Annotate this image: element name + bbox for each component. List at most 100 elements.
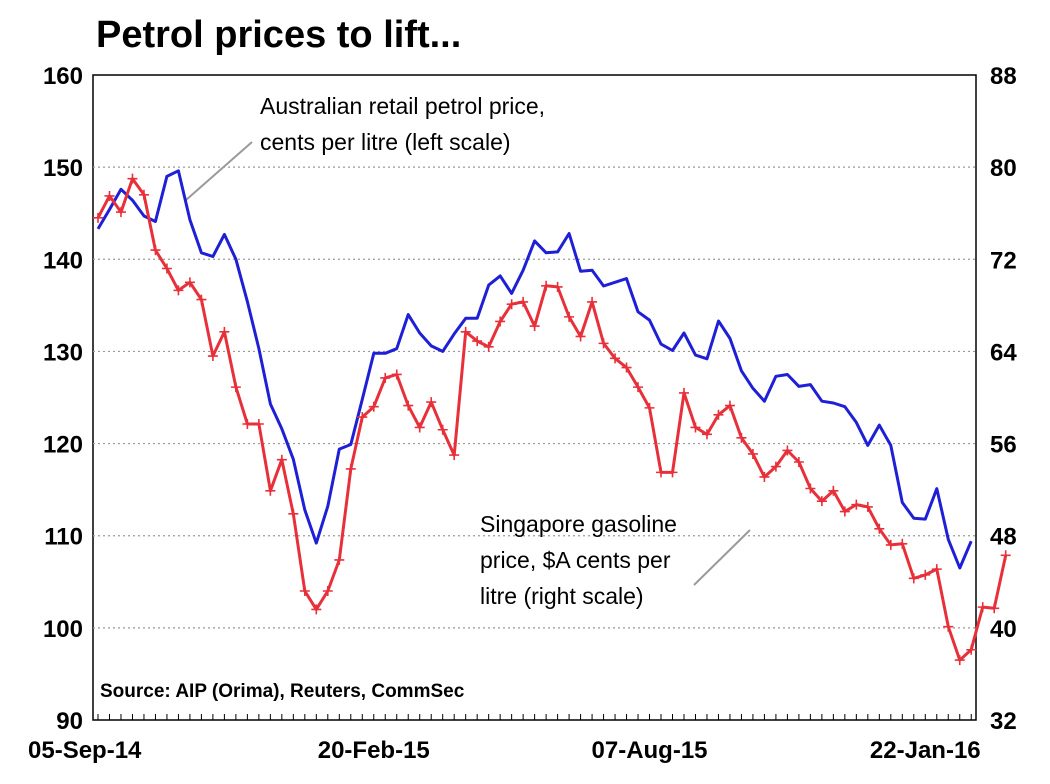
singapore-gasoline-point <box>518 296 529 307</box>
singapore-gasoline-point <box>541 280 552 291</box>
singapore-gasoline-point <box>265 485 276 496</box>
singapore-gasoline-point <box>253 418 264 429</box>
singapore-gasoline-point <box>851 499 862 510</box>
singapore-gasoline-point <box>460 326 471 337</box>
plot-area <box>92 74 977 721</box>
right-axis: 32 40 48 56 64 72 80 88 <box>990 63 1017 735</box>
singapore-gasoline-point <box>184 277 195 288</box>
left-tick-label: 140 <box>43 247 83 274</box>
singapore-gasoline-point <box>334 554 345 565</box>
right-tick-label: 72 <box>990 247 1017 274</box>
left-tick-label: 90 <box>56 708 83 735</box>
singapore-gasoline-point <box>885 539 896 550</box>
left-tick-label: 160 <box>43 63 83 90</box>
singapore-gasoline-point <box>1000 550 1011 561</box>
annotation-singapore-line-1: Singapore gasoline <box>480 511 677 537</box>
right-tick-label: 32 <box>990 708 1017 735</box>
chart-title: Petrol prices to lift... <box>96 14 462 56</box>
annotation-singapore-line-2: price, $A cents per <box>480 547 671 573</box>
left-tick-label: 150 <box>43 155 83 182</box>
singapore-gasoline-point <box>276 454 287 465</box>
singapore-gasoline-point <box>161 263 172 274</box>
left-tick-label: 100 <box>43 616 83 643</box>
singapore-gasoline-point <box>690 422 701 433</box>
series-group <box>93 169 1011 666</box>
singapore-gasoline-point <box>805 483 816 494</box>
right-tick-label: 40 <box>990 616 1017 643</box>
singapore-gasoline-point <box>104 190 115 201</box>
singapore-gasoline-point <box>529 321 540 332</box>
singapore-gasoline-point <box>908 573 919 584</box>
left-tick-label: 110 <box>44 524 83 551</box>
singapore-gasoline-point <box>299 586 310 596</box>
singapore-gasoline-point <box>426 397 437 408</box>
singapore-gasoline-point <box>782 445 793 456</box>
singapore-gasoline-point <box>713 409 724 420</box>
singapore-gasoline-point <box>920 569 931 580</box>
singapore-gasoline-point <box>173 285 184 296</box>
singapore-gasoline-point <box>150 245 161 256</box>
singapore-gasoline-point <box>862 501 873 512</box>
singapore-gasoline-point <box>897 538 908 549</box>
singapore-gasoline-point <box>552 281 563 292</box>
x-tick-label: 20-Feb-15 <box>318 737 430 764</box>
left-tick-label: 120 <box>43 432 83 459</box>
annotation-leaders <box>185 141 751 586</box>
singapore-gasoline-point <box>770 461 781 472</box>
singapore-gasoline-point <box>598 338 609 349</box>
singapore-gasoline-point <box>644 402 655 413</box>
singapore-gasoline-point <box>701 429 712 440</box>
singapore-gasoline-point <box>357 412 368 423</box>
singapore-gasoline-point <box>449 450 460 461</box>
singapore-gasoline-point <box>667 467 678 478</box>
singapore-gasoline-point <box>115 207 126 218</box>
singapore-gasoline-point <box>839 506 850 517</box>
right-tick-label: 48 <box>990 524 1017 551</box>
annotation-leader-singapore <box>693 529 751 586</box>
singapore-gasoline-point <box>954 655 965 666</box>
singapore-gasoline-point <box>943 621 954 632</box>
singapore-gasoline-point <box>587 296 598 307</box>
singapore-gasoline-point <box>472 336 483 347</box>
singapore-gasoline-point <box>506 299 517 310</box>
singapore-gasoline-point <box>403 400 414 411</box>
singapore-gasoline-point <box>747 448 758 459</box>
singapore-gasoline-point <box>828 485 839 496</box>
singapore-gasoline-point <box>196 294 207 305</box>
annotation-leader-retail <box>185 141 253 201</box>
singapore-gasoline-point <box>633 382 644 393</box>
singapore-gasoline-point <box>759 471 770 482</box>
annotation-singapore-line-3: litre (right scale) <box>480 583 644 609</box>
source-note: Source: AIP (Orima), Reuters, CommSec <box>100 681 465 702</box>
singapore-gasoline-point <box>678 387 689 398</box>
x-tick-label: 05-Sep-14 <box>28 737 142 764</box>
x-axis: 05-Sep-14 20-Feb-15 07-Aug-15 22-Jan-16 <box>28 714 981 764</box>
singapore-gasoline-point <box>989 603 1000 614</box>
annotation-retail-line-2: cents per litre (left scale) <box>260 129 511 155</box>
gridlines <box>93 166 976 629</box>
annotation-retail-line-1: Australian retail petrol price, <box>260 93 545 119</box>
right-tick-label: 80 <box>990 155 1017 182</box>
singapore-gasoline-point <box>483 341 494 352</box>
singapore-gasoline-point <box>93 212 103 223</box>
singapore-gasoline-point <box>437 424 448 435</box>
right-tick-label: 56 <box>990 432 1017 459</box>
singapore-gasoline-point <box>414 422 425 433</box>
right-tick-label: 88 <box>990 63 1017 90</box>
singapore-gasoline-point <box>345 463 356 474</box>
singapore-gasoline-point <box>311 604 322 615</box>
singapore-gasoline-point <box>230 382 241 393</box>
singapore-gasoline-point <box>736 432 747 443</box>
singapore-gasoline-point <box>931 564 942 575</box>
singapore-gasoline-point <box>977 602 988 613</box>
singapore-gasoline-point <box>564 311 575 322</box>
singapore-gasoline-point <box>724 400 735 411</box>
singapore-gasoline-point <box>391 369 402 380</box>
singapore-gasoline-point <box>621 362 632 373</box>
singapore-gasoline-point <box>322 586 333 596</box>
singapore-gasoline-point <box>966 644 977 655</box>
left-tick-label: 130 <box>43 339 83 366</box>
right-tick-label: 64 <box>990 339 1017 366</box>
singapore-gasoline-point <box>368 401 379 412</box>
singapore-gasoline-point <box>656 467 667 478</box>
